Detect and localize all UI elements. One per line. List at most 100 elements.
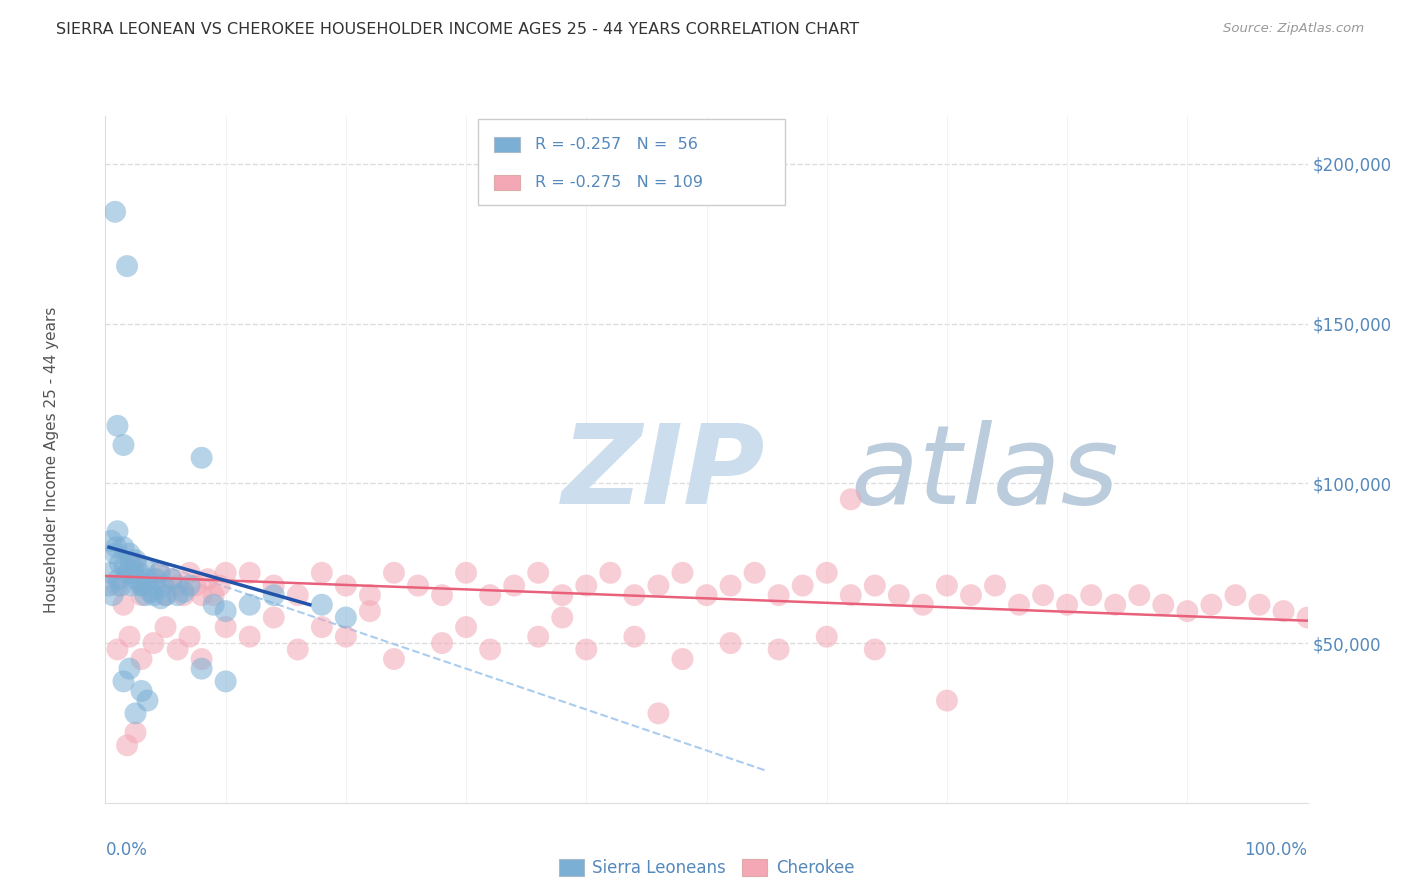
Point [107,642,129,657]
Point [527,566,550,580]
Point [139,585,162,599]
Point [179,566,201,580]
Point [208,578,231,592]
Text: 0.0%: 0.0% [105,840,148,859]
Point [744,566,766,580]
Point [984,578,1007,592]
Point [124,706,146,721]
Point [696,588,718,602]
Text: R = -0.275   N = 109: R = -0.275 N = 109 [534,175,703,190]
Point [599,566,621,580]
Point [104,547,127,561]
Point [839,492,862,507]
Point [173,585,195,599]
Point [551,588,574,602]
Point [124,556,146,570]
Point [107,524,129,539]
Legend: Sierra Leoneans, Cherokee: Sierra Leoneans, Cherokee [553,852,860,884]
Point [155,588,177,602]
Point [359,604,381,618]
Point [118,566,141,580]
Point [1175,604,1198,618]
Text: Source: ZipAtlas.com: Source: ZipAtlas.com [1223,22,1364,36]
Point [1201,598,1223,612]
Point [125,572,148,586]
Point [768,588,790,602]
Point [239,598,262,612]
Point [1225,588,1247,602]
Point [936,693,959,707]
Point [936,578,959,592]
Point [503,578,526,592]
Point [202,598,225,612]
Point [575,578,598,592]
Point [173,588,195,602]
Point [1032,588,1054,602]
Point [166,588,188,602]
Point [430,636,453,650]
Point [124,553,146,567]
Point [647,706,669,721]
Point [311,566,333,580]
Point [720,578,742,592]
Point [1152,598,1174,612]
Point [1296,610,1319,624]
Point [263,578,285,592]
Point [121,578,143,592]
Point [479,642,502,657]
Point [160,572,183,586]
Point [911,598,934,612]
Point [623,630,645,644]
Point [1128,588,1150,602]
Point [335,630,357,644]
Point [190,662,212,676]
Point [815,566,838,580]
Point [134,588,156,602]
Point [720,636,742,650]
Point [132,578,155,592]
Point [454,620,477,634]
Text: SIERRA LEONEAN VS CHEROKEE HOUSEHOLDER INCOME AGES 25 - 44 YEARS CORRELATION CHA: SIERRA LEONEAN VS CHEROKEE HOUSEHOLDER I… [56,22,859,37]
Point [112,598,135,612]
Point [792,578,814,592]
Point [671,566,693,580]
Point [112,540,135,554]
Point [287,588,309,602]
Point [960,588,983,602]
Point [623,588,645,602]
Point [115,566,138,580]
Point [1080,588,1102,602]
Point [115,739,138,753]
Point [131,588,153,602]
Point [104,204,127,219]
Point [107,418,129,433]
Point [114,559,136,574]
Point [136,693,159,707]
Point [430,588,453,602]
Point [239,630,262,644]
Point [1056,598,1078,612]
Point [142,588,165,602]
Point [190,588,212,602]
Point [863,578,886,592]
Point [335,610,357,624]
Point [190,652,212,666]
Point [131,684,153,698]
Point [118,547,141,561]
Point [148,566,170,580]
Text: atlas: atlas [851,419,1119,526]
Point [551,610,574,624]
Point [190,450,212,465]
FancyBboxPatch shape [494,175,520,190]
Point [263,588,285,602]
Point [120,556,142,570]
Point [148,566,170,580]
Point [335,578,357,592]
Point [815,630,838,644]
Point [166,578,188,592]
Point [145,572,167,586]
Point [149,591,172,606]
FancyBboxPatch shape [494,137,520,153]
Point [166,642,188,657]
Point [155,588,177,602]
